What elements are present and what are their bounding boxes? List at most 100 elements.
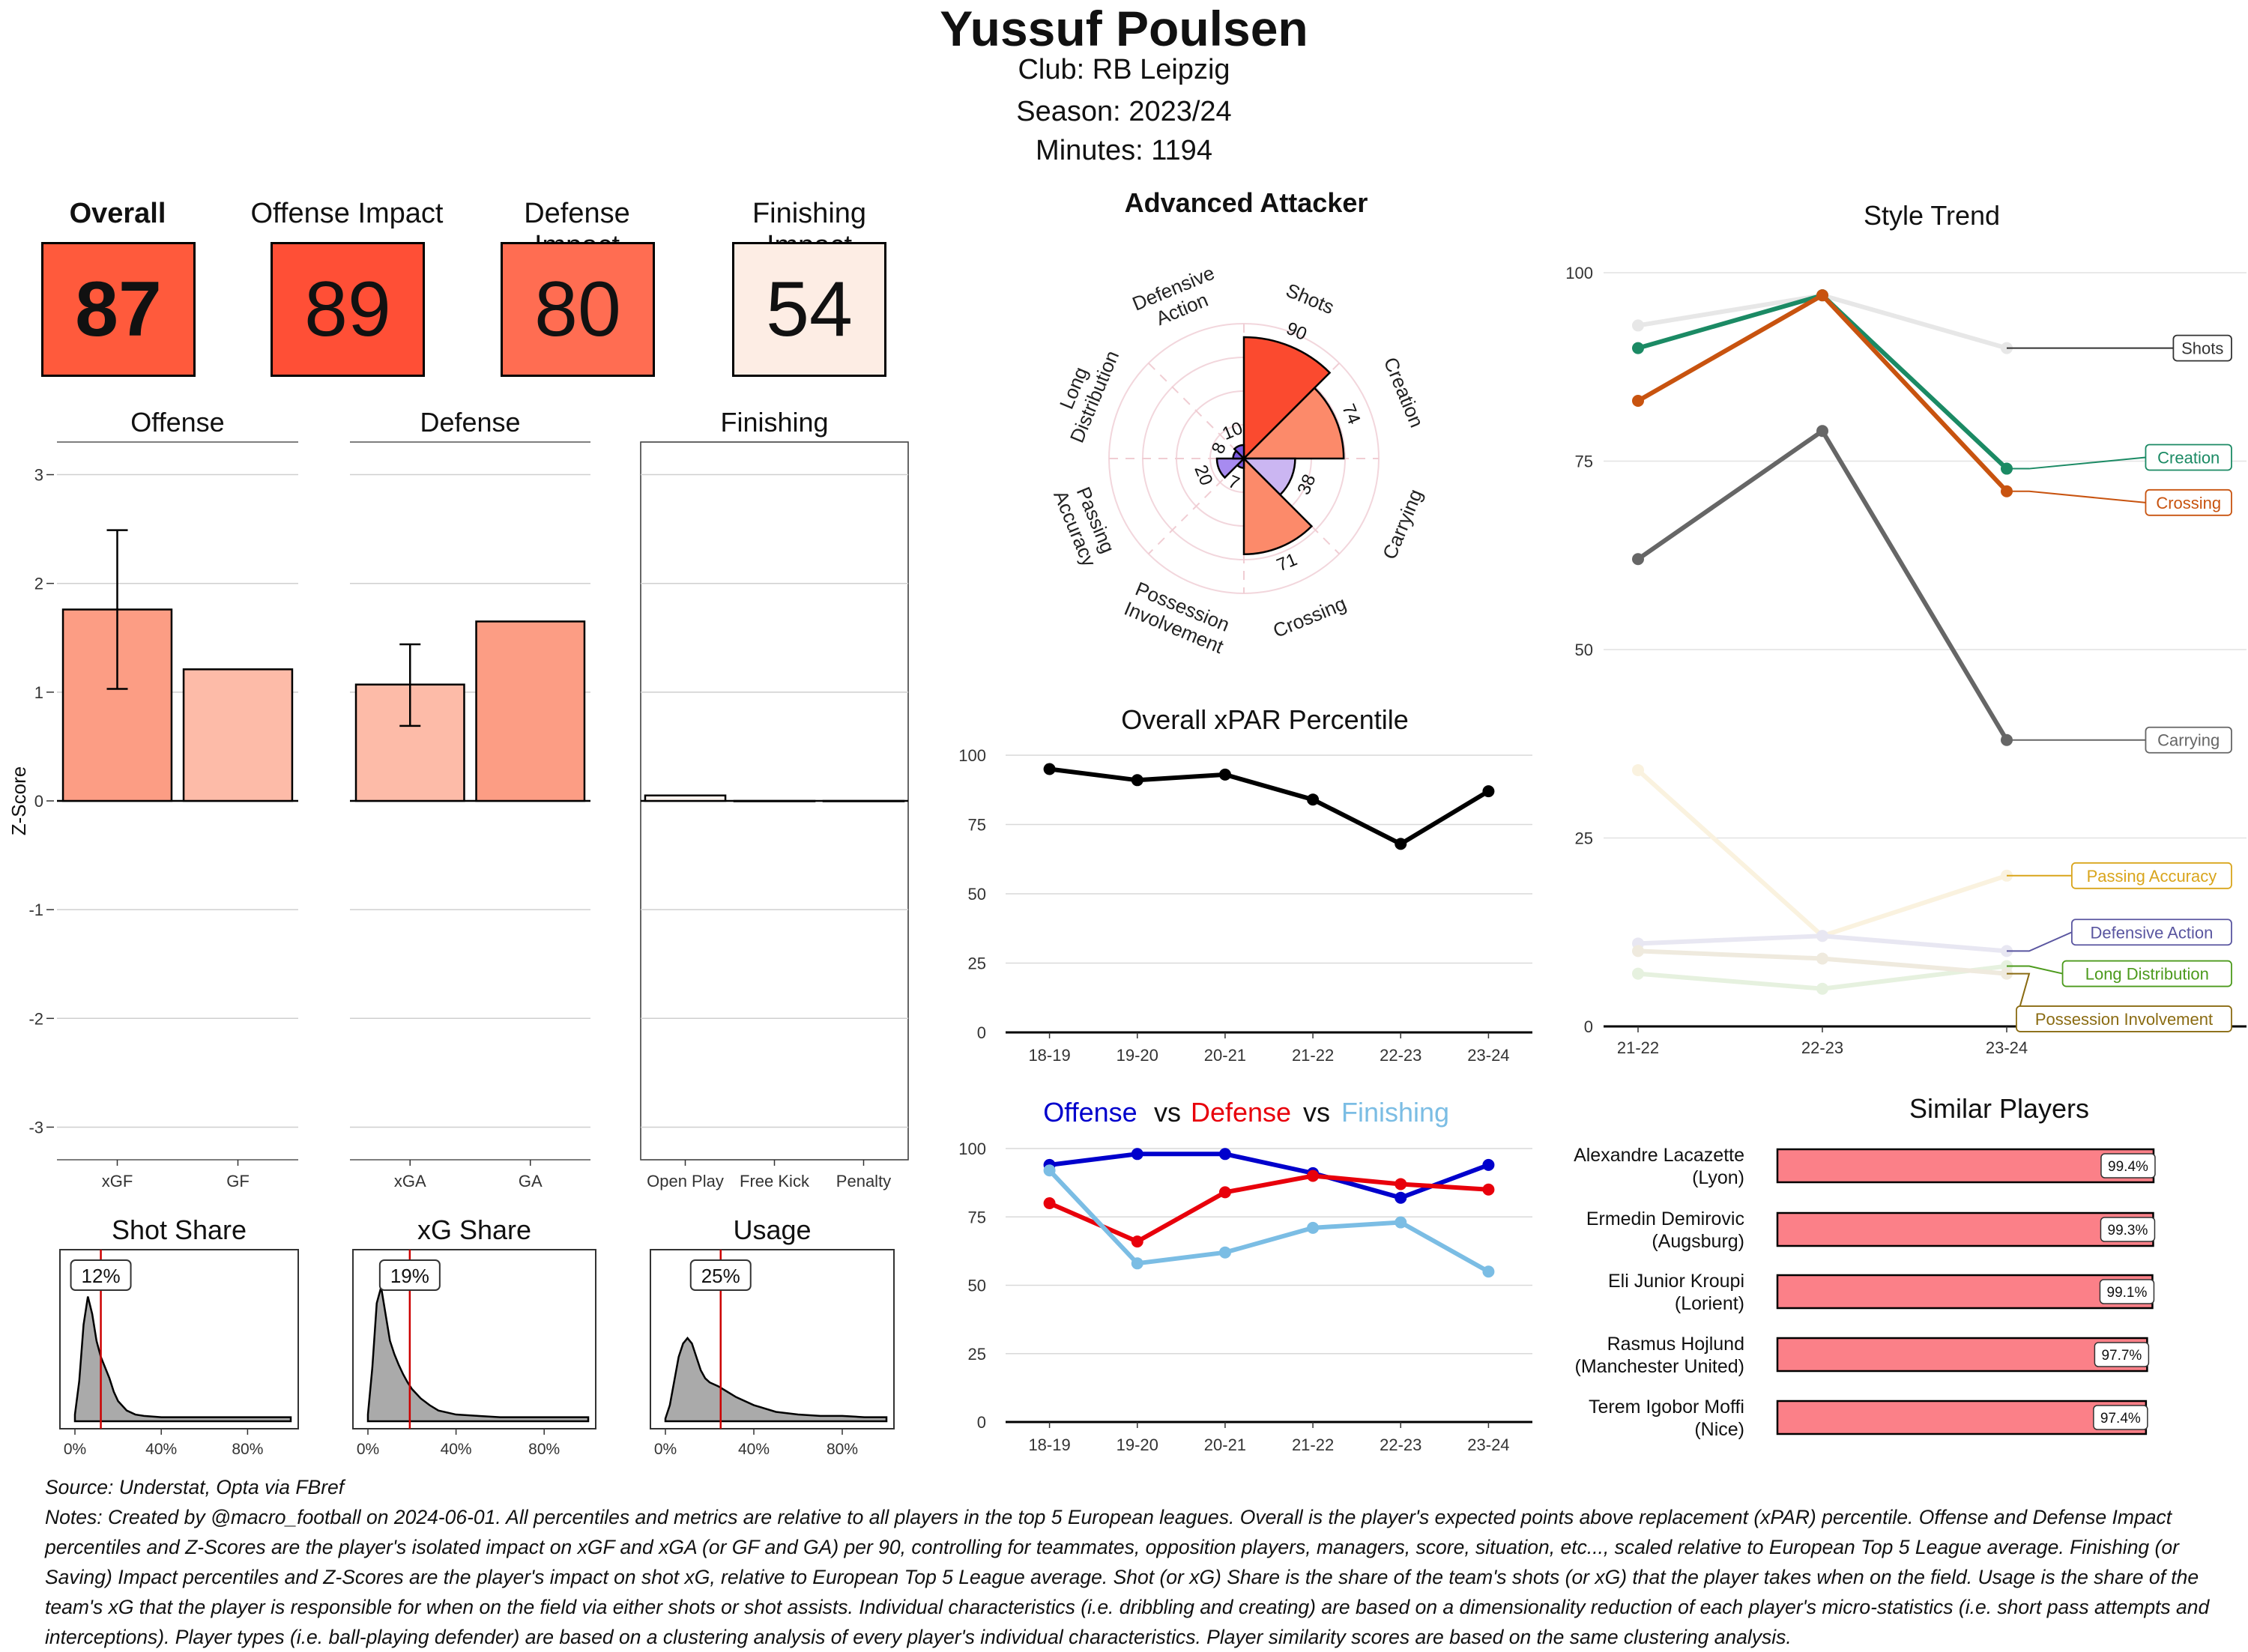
style-series-line: [1637, 427, 2009, 742]
radar-wedge: [1242, 336, 1332, 462]
similar-player-bar: [1776, 1211, 2154, 1247]
xpar-x-tick-label: 19-20: [1117, 1046, 1158, 1065]
style-series-line: [1637, 292, 2009, 493]
zscore-panel-title: Finishing: [720, 407, 828, 438]
similar-player-club: (Augsburg): [1652, 1231, 1744, 1252]
style-point: [1632, 945, 1644, 957]
similar-player-name: Rasmus Hojlund: [1607, 1334, 1744, 1355]
xpar-line: [1049, 766, 1490, 847]
ovdf-y-tick-label: 100: [958, 1140, 986, 1158]
xpar-x-tick-label: 22-23: [1380, 1046, 1421, 1065]
radar-value-label: 20: [1190, 462, 1216, 488]
density-x-tick-label: 0%: [357, 1441, 379, 1458]
density-marker-label: 19%: [390, 1265, 429, 1287]
zscore-panel-title: Defense: [420, 407, 520, 438]
impact-value-defense: 80: [534, 265, 621, 353]
style-series-label: Shots: [2181, 339, 2223, 358]
density-x-tick-label: 80%: [827, 1441, 858, 1458]
zscore-panel-title: Offense: [130, 407, 224, 438]
style-series-label-box: [2145, 726, 2232, 754]
style-label-connector: [2007, 931, 2073, 952]
zscore-tick-label: -2: [28, 1009, 43, 1028]
ovdf-x-tick-label: 20-21: [1204, 1435, 1246, 1454]
style-series-label: Long Distribution: [2085, 965, 2209, 984]
similar-player-score: 99.4%: [2108, 1159, 2148, 1175]
style-label-connector: [2007, 972, 2031, 1020]
impact-box-offense: 89: [271, 242, 425, 377]
xpar-y-tick-label: 100: [958, 746, 986, 765]
similar-player-bar: [1776, 1148, 2155, 1184]
radar-axis-label: Carrying: [1378, 486, 1427, 563]
style-series-label: Carrying: [2157, 731, 2220, 750]
radar-axis-label: Creation: [1380, 354, 1428, 430]
xpar-point: [1043, 763, 1056, 775]
style-y-tick-label: 0: [1584, 1017, 1593, 1036]
impact-box-defense: 80: [501, 242, 655, 377]
xpar-point: [1307, 793, 1320, 806]
style-series-label: Possession Involvement: [2035, 1010, 2213, 1029]
similar-player-score-box: [2100, 1217, 2156, 1242]
density-marker-label: 25%: [701, 1265, 740, 1287]
density-x-tick-label: 40%: [738, 1441, 770, 1458]
impact-value-overall: 87: [75, 265, 162, 353]
ovdf-point: [1395, 1191, 1407, 1204]
style-label-connector: [2007, 490, 2146, 503]
zscore-bar: [475, 620, 586, 802]
density-x-tick-label: 0%: [654, 1441, 677, 1458]
style-point: [1632, 319, 1644, 332]
ovdf-x-tick-label: 22-23: [1380, 1435, 1421, 1454]
ovdf-y-tick-label: 25: [968, 1345, 986, 1364]
zscore-bar: [822, 799, 905, 802]
minutes-value: 1194: [1151, 135, 1212, 166]
density-area: [366, 1286, 590, 1423]
zscore-bar: [182, 668, 294, 802]
ovdf-point: [1131, 1148, 1143, 1161]
xpar-point: [1131, 774, 1143, 787]
density-x-tick-label: 40%: [441, 1441, 472, 1458]
style-point: [1632, 967, 1644, 980]
style-point: [1632, 553, 1644, 566]
xpar-title: Overall xPAR Percentile: [1121, 704, 1408, 735]
ovdf-x-tick-label: 23-24: [1467, 1435, 1509, 1454]
similar-player-club: (Lyon): [1692, 1167, 1744, 1188]
density-panel-title: Shot Share: [112, 1214, 247, 1245]
style-trend-title: Style Trend: [1864, 200, 2000, 231]
ovdf-title-part: Finishing: [1341, 1097, 1449, 1128]
ovdf-series-line: [1049, 1152, 1490, 1200]
style-point: [1632, 342, 1644, 354]
club-line: Club: RB Leipzig: [0, 54, 2248, 86]
style-point: [1816, 930, 1828, 943]
style-point: [1632, 763, 1644, 776]
zscore-bar: [733, 799, 816, 802]
zscore-category-label: xGA: [394, 1172, 426, 1190]
similar-player-name: Terem Igobor Moffi: [1589, 1397, 1744, 1417]
zscore-category-label: GA: [519, 1172, 543, 1190]
zscore-tick-label: 2: [34, 575, 43, 593]
season-value: 2023/24: [1128, 96, 1232, 127]
season-line: Season: 2023/24: [0, 96, 2248, 128]
similar-player-club: (Nice): [1694, 1419, 1744, 1440]
radar-value-label: 90: [1284, 318, 1310, 345]
similar-player-club: (Lorient): [1675, 1293, 1744, 1314]
radar-value-label: 38: [1293, 471, 1320, 497]
ovdf-point: [1395, 1178, 1407, 1190]
club-value: RB Leipzig: [1092, 54, 1230, 85]
zscore-tick-label: -3: [28, 1118, 43, 1137]
density-area: [73, 1296, 292, 1423]
ovdf-x-tick-label: 18-19: [1028, 1435, 1070, 1454]
radar-value-label: 10: [1219, 418, 1245, 444]
radar-axis-label: Crossing: [1270, 592, 1350, 642]
impact-box-overall: 87: [41, 242, 196, 377]
xpar-x-tick-label: 23-24: [1467, 1046, 1509, 1065]
similar-players-title: Similar Players: [1909, 1093, 2089, 1124]
density-x-tick-label: 40%: [145, 1441, 177, 1458]
radar-title: Advanced Attacker: [1125, 187, 1368, 218]
notes-text: Notes: Created by @macro_football on 202…: [45, 1506, 2210, 1648]
zscore-category-label: xGF: [102, 1172, 133, 1190]
zscore-axis-label: Z-Score: [7, 766, 30, 835]
ovdf-x-tick-label: 21-22: [1292, 1435, 1334, 1454]
style-series-label-box: [2145, 488, 2232, 516]
ovdf-point: [1218, 1186, 1231, 1199]
similar-player-score-box: [2099, 1279, 2155, 1304]
style-x-tick-label: 23-24: [1986, 1038, 2028, 1057]
